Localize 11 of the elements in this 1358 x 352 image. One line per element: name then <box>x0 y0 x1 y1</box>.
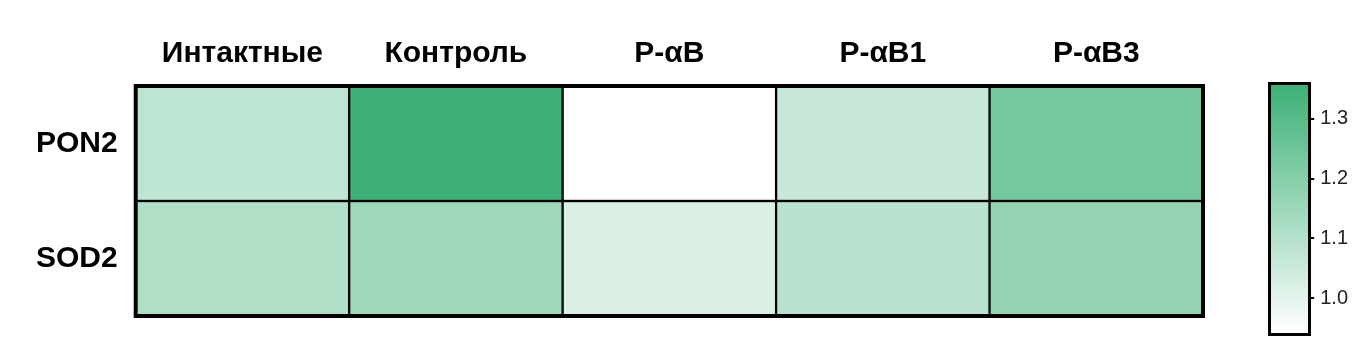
x-tick-label: P-αB <box>634 35 705 69</box>
y-tick-label: SOD2 <box>35 239 118 273</box>
x-tick-label: Контроль <box>384 35 528 69</box>
color-bar-label: 1.1 <box>1320 225 1349 248</box>
y-tick-label: PON2 <box>35 124 118 158</box>
x-tick-label: P-αB1 <box>839 35 927 69</box>
color-bar-label: 1.3 <box>1320 106 1349 129</box>
color-bar-label: 1.2 <box>1320 166 1349 189</box>
x-tick-label: P-αB3 <box>1052 35 1140 69</box>
color-bar-label: 1.0 <box>1320 285 1349 308</box>
x-tick-label: Интактные <box>161 35 324 69</box>
